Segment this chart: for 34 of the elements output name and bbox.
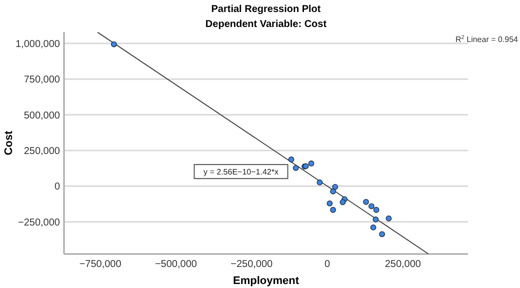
x-tick-label: 0 [324, 259, 330, 270]
point [340, 199, 346, 206]
point [110, 41, 117, 48]
chart-subtitle: Dependent Variable: Cost [205, 19, 328, 30]
point [386, 216, 392, 222]
point [368, 203, 374, 210]
point [332, 184, 338, 190]
y-tick-label: 0 [54, 182, 60, 193]
point [288, 156, 294, 162]
point [326, 200, 333, 206]
point [330, 188, 336, 194]
x-tick-label: 250,000 [384, 259, 422, 270]
point [292, 164, 299, 171]
point [363, 198, 369, 205]
y-axis-title: Cost [3, 130, 15, 156]
chart-title: Partial Regression Plot [211, 4, 322, 15]
y-tick-label: 750,000 [24, 74, 60, 86]
y-tick-label: 1,000,000 [16, 38, 60, 50]
x-tick-label: −750,000 [79, 259, 122, 270]
point [316, 180, 323, 186]
point [308, 160, 314, 166]
point [330, 206, 336, 213]
point [372, 216, 379, 222]
x-tick-label: −250,000 [230, 259, 274, 270]
y-tick-label: 250,000 [24, 146, 60, 157]
y-tick-label: 500,000 [24, 110, 60, 122]
point [379, 231, 386, 238]
point [373, 206, 380, 213]
x-axis-title: Employment [232, 275, 300, 287]
y-tick-label: −250,000 [18, 217, 60, 228]
annotation: R$^{2}$ Linear = 0.954 [455, 35, 519, 44]
annotation: y = 2.56E−10−1.42*x [204, 167, 278, 176]
point [370, 224, 376, 230]
x-tick-label: −500,000 [154, 259, 198, 270]
